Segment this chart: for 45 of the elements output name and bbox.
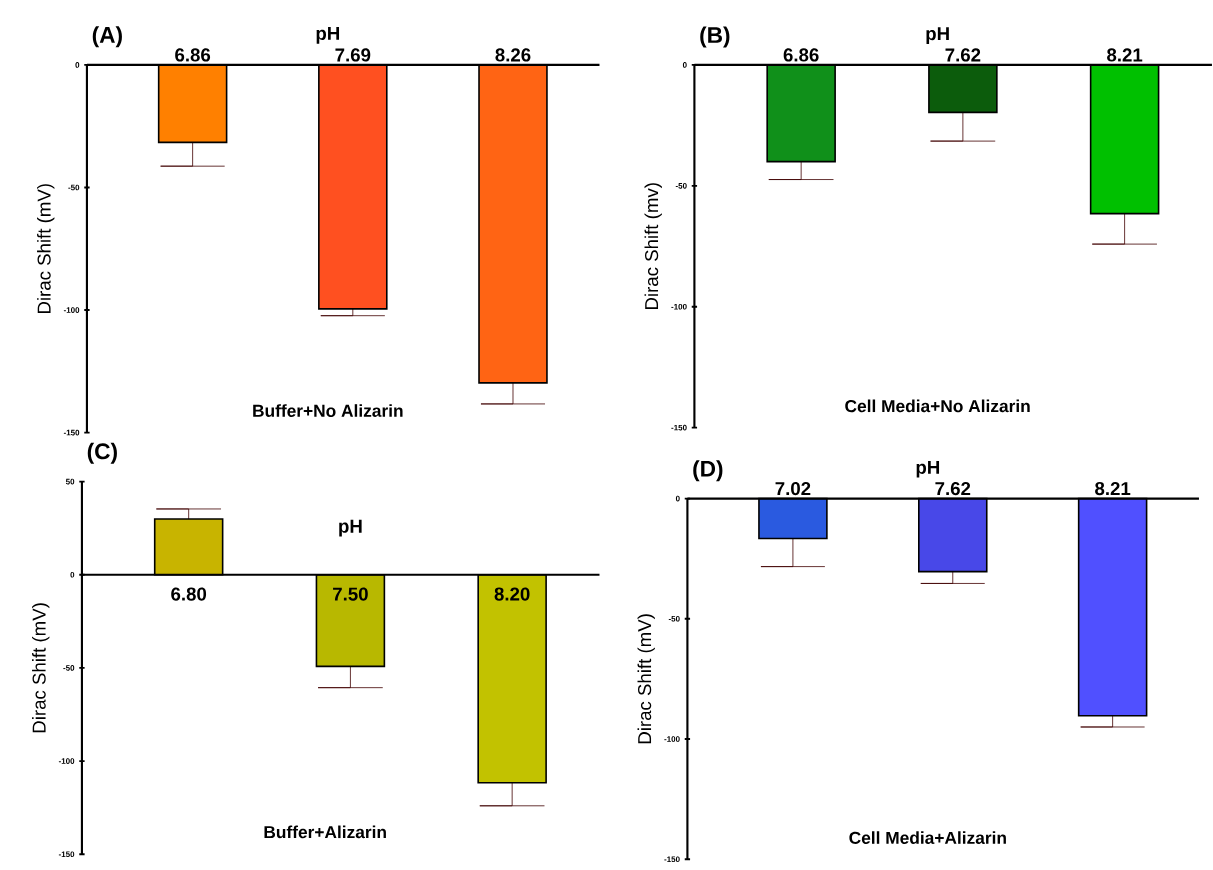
y-tick-label: 0 (675, 495, 680, 502)
y-axis-title: Dirac Shift (mv) (644, 183, 662, 309)
y-tick-label: 0 (70, 571, 75, 578)
y-axis-title: Dirac Shift (mV) (637, 614, 655, 744)
x-tick-label: 8.26 (495, 48, 531, 62)
y-tick-label: -100 (58, 758, 75, 764)
y-tick-label: -50 (668, 615, 680, 622)
x-tick-label: 8.21 (1095, 481, 1131, 496)
y-axis-title: Dirac Shift (mV) (32, 603, 50, 733)
y-tick-label: 50 (65, 478, 75, 485)
y-tick-label: -100 (63, 307, 80, 313)
x-tick-label: 7.62 (935, 481, 971, 496)
x-tick-label: 6.86 (783, 48, 819, 62)
x-axis-title: pH (926, 27, 949, 44)
y-tick-label: -100 (671, 303, 687, 310)
x-axis-title: pH (916, 460, 940, 478)
chart-title: (A) (92, 26, 122, 48)
chart-title: (C) (87, 442, 117, 464)
y-axis-title: Dirac Shift (mV) (37, 184, 55, 313)
x-tick-label: 7.69 (335, 48, 371, 62)
chart-title: (D) (693, 460, 723, 482)
y-tick-label: -50 (68, 184, 80, 191)
x-tick-label: 6.86 (175, 48, 211, 62)
annotation: Cell Media+Alizarin (849, 831, 1006, 844)
annotation: Buffer+No Alizarin (253, 404, 403, 417)
x-tick-label: 8.21 (1107, 48, 1143, 62)
y-tick-label: -50 (675, 182, 687, 189)
annotation: Buffer+Alizarin (264, 825, 386, 839)
annotation: Cell Media+No Alizarin (845, 399, 1030, 413)
y-tick-label: 0 (75, 62, 80, 68)
y-tick-label: -150 (671, 424, 687, 431)
y-tick-label: 0 (682, 62, 687, 68)
x-axis-title: pH (316, 26, 340, 44)
x-tick-label: 8.20 (494, 587, 530, 601)
y-tick-label: -100 (664, 736, 680, 742)
y-tick-label: -150 (58, 851, 75, 857)
x-tick-label: 7.50 (333, 587, 368, 601)
x-tick-label: 7.02 (775, 481, 811, 496)
x-axis-title: pH (339, 519, 362, 537)
y-tick-label: -50 (63, 664, 75, 671)
y-tick-label: -150 (664, 856, 680, 862)
x-tick-label: 6.80 (171, 587, 207, 601)
x-tick-label: 7.62 (945, 48, 981, 62)
chart-title: (B) (700, 26, 730, 48)
y-tick-label: -150 (63, 429, 80, 436)
